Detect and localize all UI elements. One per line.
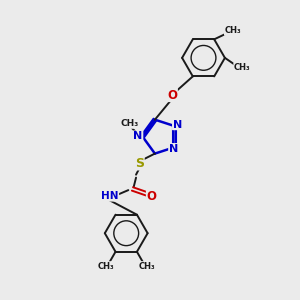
Text: S: S [135,157,144,170]
Text: CH₃: CH₃ [234,63,250,72]
Text: CH₃: CH₃ [138,262,155,271]
Text: O: O [146,190,157,202]
Text: O: O [167,88,177,101]
Text: CH₃: CH₃ [224,26,241,35]
Text: CH₃: CH₃ [98,262,114,271]
Text: N: N [172,120,182,130]
Text: N: N [169,144,178,154]
Text: HN: HN [101,191,118,201]
Text: CH₃: CH₃ [121,119,139,128]
Text: N: N [134,131,143,141]
